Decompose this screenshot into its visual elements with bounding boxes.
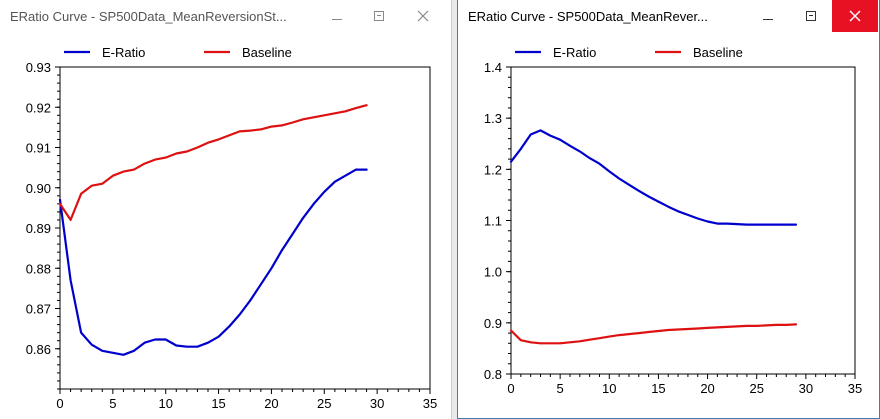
y-tick-label: 1.2 — [484, 162, 502, 177]
minimize-button[interactable] — [314, 0, 360, 32]
close-button[interactable] — [400, 0, 446, 32]
x-tick-label: 15 — [651, 381, 665, 396]
legend-label: E-Ratio — [102, 45, 145, 60]
x-tick-label: 20 — [264, 396, 278, 411]
maximize-button[interactable] — [788, 0, 834, 32]
minimize-button[interactable] — [745, 0, 791, 32]
x-tick-label: 15 — [211, 396, 225, 411]
x-tick-label: 5 — [557, 381, 564, 396]
y-tick-label: 0.89 — [26, 221, 51, 236]
close-button[interactable] — [832, 0, 878, 32]
chart-window-right[interactable]: ERatio Curve - SP500Data_MeanRever... 0 5… — [457, 0, 880, 419]
y-tick-label: 0.86 — [26, 342, 51, 357]
y-tick-label: 0.88 — [26, 261, 51, 276]
legend-label: Baseline — [693, 45, 743, 60]
maximize-icon — [374, 11, 384, 21]
eratio-chart-left: 0 5 10 15 20 25 30 35 0.86 0.87 0.88 0.89 0.90 0.91 0.… — [26, 45, 438, 411]
y-tick-label: 0.92 — [26, 100, 51, 115]
x-tick-label: 35 — [848, 381, 862, 396]
series-line-baseline — [509, 323, 798, 345]
x-tick-label: 10 — [602, 381, 616, 396]
y-tick-label: 0.9 — [484, 316, 502, 331]
x-tick-label: 0 — [507, 381, 514, 396]
y-tick-label: 0.91 — [26, 141, 51, 156]
series-line-e-ratio — [58, 168, 368, 356]
x-tick-label: 5 — [109, 396, 116, 411]
eratio-chart-right: 0 5 10 15 20 25 30 35 0.8 0.9 1.0 1.1 1.2 1.3 1.4 E-Rat… — [484, 45, 862, 396]
title-bar[interactable]: ERatio Curve - SP500Data_MeanRever... — [458, 0, 879, 34]
minimize-icon — [763, 19, 773, 20]
maximize-button[interactable] — [356, 0, 402, 32]
plot-frame — [510, 66, 856, 375]
x-tick-label: 10 — [158, 396, 172, 411]
plot-frame — [59, 66, 431, 390]
window-gap — [452, 0, 457, 419]
maximize-icon — [806, 11, 816, 21]
window-title: ERatio Curve - SP500Data_MeanReversionSt… — [10, 9, 287, 24]
title-bar[interactable]: ERatio Curve - SP500Data_MeanReversionSt… — [0, 0, 451, 34]
legend-label: E-Ratio — [553, 45, 596, 60]
close-icon — [849, 10, 861, 22]
y-tick-label: 1.4 — [484, 60, 502, 75]
x-tick-label: 30 — [370, 396, 384, 411]
y-tick-label: 0.90 — [26, 181, 51, 196]
x-tick-label: 0 — [56, 396, 63, 411]
close-icon — [417, 10, 429, 22]
legend-label: Baseline — [242, 45, 292, 60]
window-title: ERatio Curve - SP500Data_MeanRever... — [468, 9, 708, 24]
y-tick-label: 0.93 — [26, 60, 51, 75]
x-tick-label: 20 — [700, 381, 714, 396]
y-tick-label: 1.0 — [484, 265, 502, 280]
x-tick-label: 35 — [423, 396, 437, 411]
x-tick-label: 25 — [749, 381, 763, 396]
x-tick-label: 25 — [317, 396, 331, 411]
minimize-icon — [332, 19, 342, 20]
chart-window-left[interactable]: ERatio Curve - SP500Data_MeanReversionSt… — [0, 0, 452, 419]
y-tick-label: 1.1 — [484, 214, 502, 229]
y-tick-label: 0.8 — [484, 367, 502, 382]
series-line-baseline — [58, 104, 368, 221]
x-tick-label: 30 — [799, 381, 813, 396]
series-line-e-ratio — [509, 129, 798, 226]
y-tick-label: 1.3 — [484, 111, 502, 126]
y-tick-label: 0.87 — [26, 302, 51, 317]
